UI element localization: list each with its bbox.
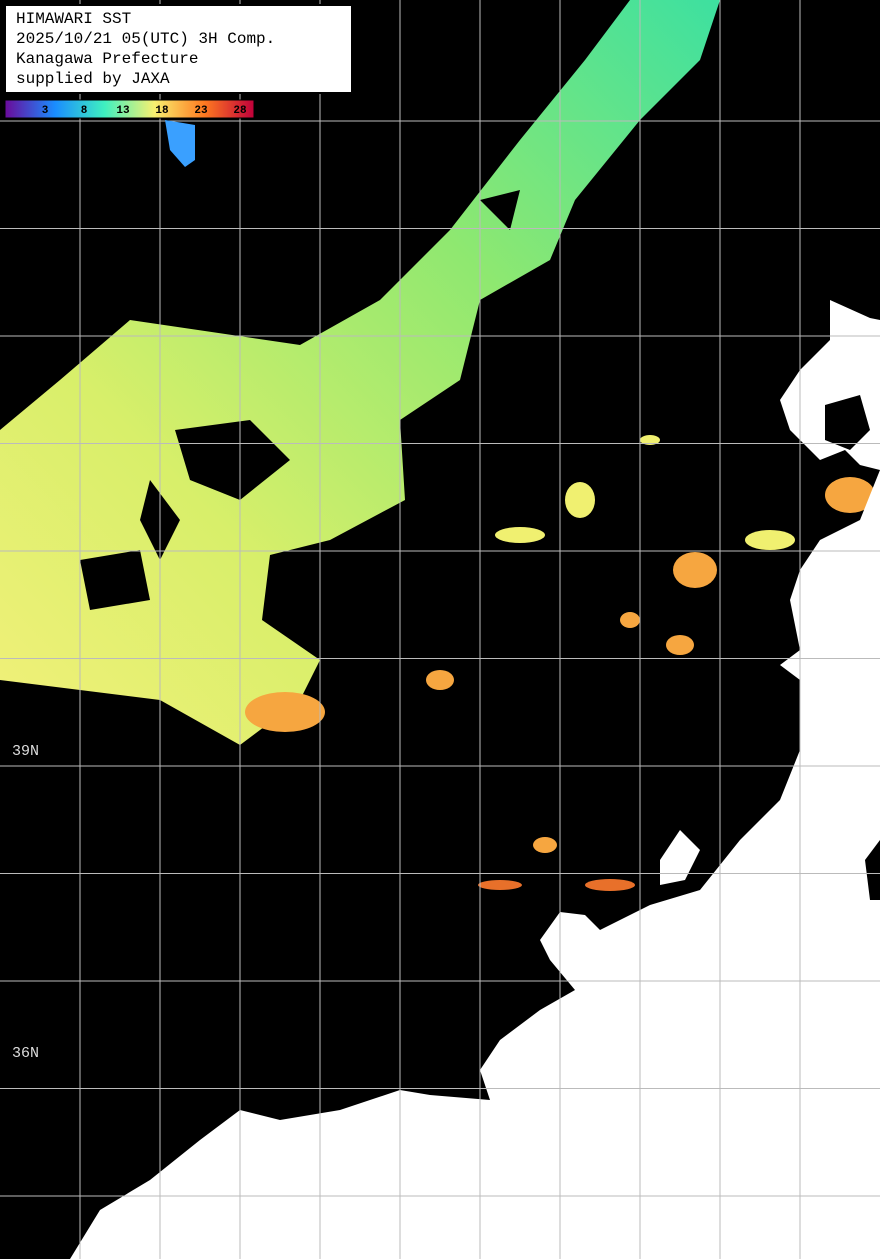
- island: [165, 120, 195, 167]
- warm-patches: [245, 477, 875, 891]
- cool-patches: [495, 435, 795, 550]
- no-data: [80, 190, 520, 610]
- colorbar-label: 18: [155, 105, 169, 117]
- colorbar-label: 23: [194, 105, 208, 117]
- sst-area: [0, 0, 720, 745]
- lat-label: 39N: [12, 743, 39, 760]
- header-line: Kanagawa Prefecture: [16, 50, 198, 68]
- colorbar-label: 28: [233, 105, 247, 117]
- header-line: supplied by JAXA: [16, 70, 170, 88]
- lat-label: 36N: [12, 1045, 39, 1062]
- legend: HIMAWARI SST 2025/10/21 05(UTC) 3H Comp.…: [4, 4, 353, 119]
- header-line: 2025/10/21 05(UTC) 3H Comp.: [16, 30, 275, 48]
- colorbar-label: 8: [81, 105, 88, 117]
- colorbar: [4, 99, 255, 119]
- header-box: [4, 4, 353, 94]
- colorbar-label: 13: [116, 105, 130, 117]
- header-line: HIMAWARI SST: [16, 10, 131, 28]
- bay: [825, 395, 880, 900]
- colorbar-label: 3: [42, 105, 49, 117]
- land: [70, 300, 880, 1259]
